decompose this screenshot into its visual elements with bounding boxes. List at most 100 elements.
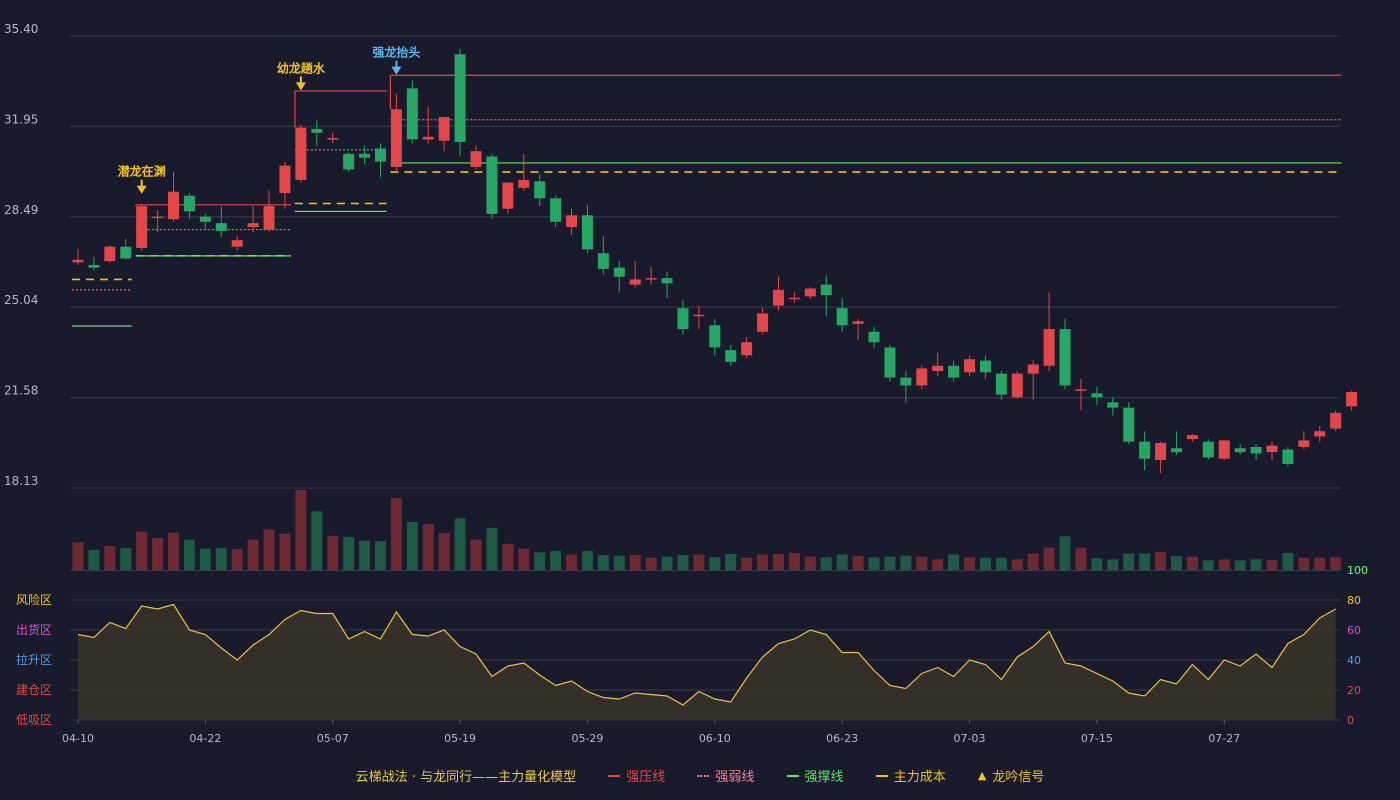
legend-item-signal: ▲ 龙吟信号 bbox=[978, 766, 1044, 785]
candle-body bbox=[757, 313, 769, 332]
volume-bar bbox=[1202, 560, 1214, 570]
candle-body bbox=[1123, 407, 1135, 442]
volume-bar bbox=[1186, 556, 1198, 570]
indicator-tick-label: 0 bbox=[1347, 714, 1354, 727]
volume-bar bbox=[1218, 559, 1230, 570]
zone-label: 风险区 bbox=[16, 592, 52, 607]
volume-bar bbox=[359, 540, 371, 570]
volume-bar bbox=[868, 557, 880, 570]
volume-bar bbox=[327, 535, 339, 570]
candle-body bbox=[1250, 446, 1262, 454]
volume-bar bbox=[964, 557, 976, 570]
date-tick-label: 07-03 bbox=[954, 732, 986, 745]
price-tick-label: 28.49 bbox=[4, 203, 38, 217]
candle-body bbox=[836, 308, 848, 326]
volume-bar bbox=[120, 548, 132, 570]
candle-body bbox=[486, 156, 498, 214]
volume-bar bbox=[804, 556, 816, 570]
volume-bar bbox=[422, 524, 434, 570]
candle-body bbox=[1059, 329, 1071, 386]
candle-body bbox=[311, 128, 323, 133]
candle-body bbox=[1266, 445, 1278, 453]
zone-label: 出货区 bbox=[16, 622, 52, 637]
date-tick-label: 04-10 bbox=[62, 732, 94, 745]
candle-body bbox=[470, 151, 482, 167]
candle-body bbox=[168, 191, 180, 220]
legend-weak-swatch bbox=[697, 774, 710, 777]
candle-body bbox=[677, 308, 689, 330]
signal-label: 幼龙趟水 bbox=[277, 60, 326, 75]
volume-scale-label: 100 bbox=[1347, 564, 1368, 577]
legend-cost-label: 主力成本 bbox=[893, 770, 946, 785]
volume-bar bbox=[343, 536, 355, 570]
date-tick-label: 06-10 bbox=[699, 732, 731, 745]
date-tick-label: 05-29 bbox=[571, 732, 603, 745]
volume-bar bbox=[199, 548, 211, 570]
indicator-tick-label: 80 bbox=[1347, 594, 1361, 607]
volume-bar bbox=[1107, 559, 1119, 570]
candle-body bbox=[327, 138, 339, 140]
price-level-lines bbox=[72, 74, 1342, 327]
candle-body bbox=[374, 148, 386, 162]
candle-body bbox=[199, 216, 211, 222]
legend-item-support: 强撑线 bbox=[786, 766, 844, 785]
volume-bar bbox=[709, 557, 721, 570]
volume-bar bbox=[1011, 559, 1023, 570]
legend-resist-swatch bbox=[608, 774, 621, 777]
price-tick-label: 18.13 bbox=[4, 474, 38, 488]
volume-bar bbox=[1170, 556, 1182, 570]
date-tick-label: 06-23 bbox=[826, 732, 858, 745]
candle-body bbox=[1298, 440, 1310, 447]
date-tick-label: 04-22 bbox=[189, 732, 221, 745]
indicator-area bbox=[78, 604, 1336, 720]
legend-resist-label: 强压线 bbox=[626, 770, 666, 785]
volume-bar bbox=[550, 550, 562, 570]
volume-bar bbox=[772, 554, 784, 570]
indicator-series-line bbox=[77, 603, 1336, 706]
volume-bar bbox=[518, 548, 530, 570]
indicator-tick-label: 40 bbox=[1347, 654, 1361, 667]
volume-bar bbox=[884, 556, 896, 570]
candle-body bbox=[343, 153, 355, 170]
volume-bar bbox=[390, 498, 402, 570]
volume-bar bbox=[613, 555, 625, 570]
candle-body bbox=[1155, 442, 1167, 460]
candle-body bbox=[1027, 364, 1039, 374]
volume-bar bbox=[1298, 557, 1310, 570]
volume-bar bbox=[374, 541, 386, 570]
signal-label: 强龙抬头 bbox=[372, 45, 420, 60]
candle-body bbox=[1202, 441, 1214, 458]
legend-weak-label: 强弱线 bbox=[715, 770, 755, 785]
candle-body bbox=[263, 206, 275, 230]
candle-body bbox=[359, 153, 371, 158]
volume-bar bbox=[757, 554, 769, 570]
volume-bar bbox=[104, 546, 116, 570]
zone-label: 拉升区 bbox=[16, 652, 52, 667]
legend-item-resist: 强压线 bbox=[608, 766, 665, 785]
volume-bar bbox=[900, 555, 912, 570]
volume-bar bbox=[152, 538, 164, 570]
volume-bar bbox=[693, 554, 705, 570]
volume-bar bbox=[1234, 560, 1246, 570]
legend-support-label: 强撑线 bbox=[804, 770, 844, 785]
candle-body bbox=[279, 165, 291, 194]
volume-bar bbox=[183, 539, 195, 570]
candle-body bbox=[948, 365, 960, 378]
candle-body bbox=[566, 215, 578, 228]
candle-body bbox=[247, 223, 259, 228]
legend-cost-swatch bbox=[875, 774, 888, 777]
volume-bar bbox=[231, 549, 243, 570]
volume-bar bbox=[1027, 553, 1039, 570]
signal-label: 潜龙在渊 bbox=[118, 164, 166, 179]
candle-body bbox=[995, 373, 1007, 395]
price-tick-label: 25.04 bbox=[4, 293, 38, 307]
volume-bar bbox=[1059, 536, 1071, 570]
price-tick-label: 21.58 bbox=[4, 384, 38, 398]
legend-support-swatch bbox=[786, 774, 799, 777]
candle-body bbox=[964, 359, 976, 373]
volume-bar bbox=[534, 552, 546, 570]
volume-bar bbox=[725, 554, 737, 570]
volume-bar bbox=[1250, 559, 1262, 570]
volume-bar bbox=[247, 539, 259, 570]
candle-body bbox=[597, 253, 609, 269]
